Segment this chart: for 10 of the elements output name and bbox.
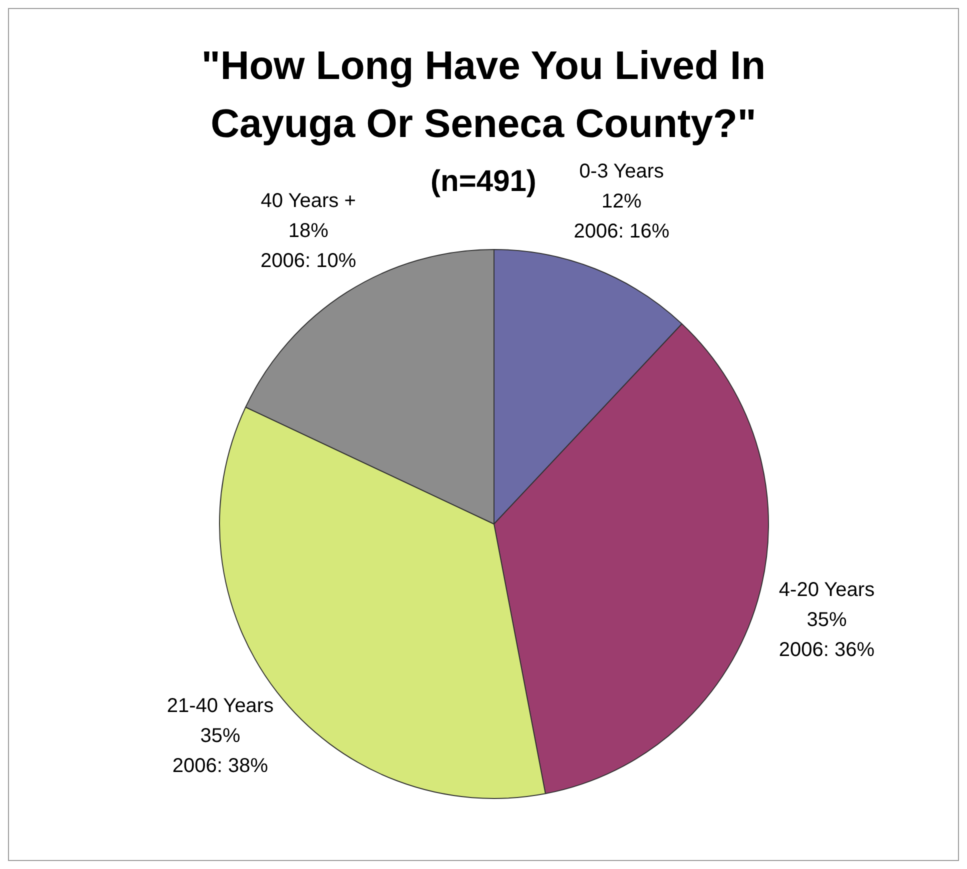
chart-title: "How Long Have You Lived In Cayuga Or Seneca County?" — [200, 43, 767, 148]
slice-label: 0-3 Years — [579, 160, 664, 182]
slice-label: 40 Years + — [260, 190, 356, 212]
slice-label: 21-40 Years — [166, 694, 274, 717]
chart-subtitle: (n=491) — [430, 165, 536, 198]
data-label: 12% 2006: 16% — [574, 190, 670, 242]
data-label: 35% 2006: 36% — [778, 609, 875, 662]
slice-label: 4-20 Years — [778, 579, 875, 602]
data-label: 35% 2006: 38% — [172, 724, 268, 777]
data-label: 18% 2006: 10% — [260, 220, 356, 272]
